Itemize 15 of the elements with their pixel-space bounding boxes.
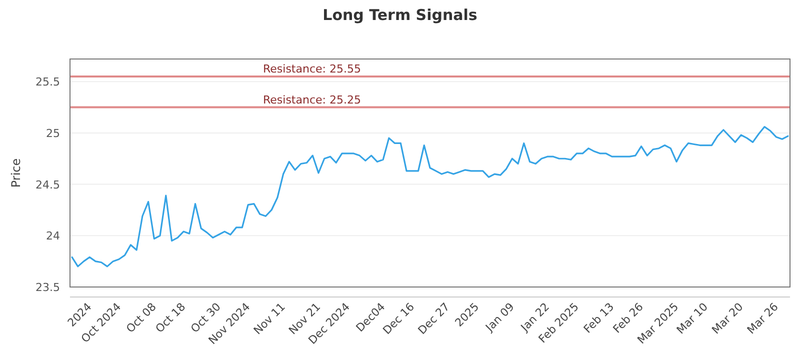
- ref-line-label: Resistance: 25.25: [263, 93, 361, 106]
- y-tick-label: 24.5: [36, 178, 60, 192]
- x-tick-label: Mar 26: [744, 300, 781, 337]
- x-tick-label: Jan 09: [482, 300, 517, 335]
- y-axis-title: Price: [9, 158, 23, 188]
- y-tick-label: 23.5: [36, 281, 60, 294]
- line-series: [71, 126, 789, 268]
- y-tick-label: 25: [46, 126, 60, 140]
- x-tick-label: Nov 11: [251, 300, 288, 338]
- ref-line-label: Resistance: 25.55: [263, 62, 361, 76]
- x-tick-label: Dec 27: [416, 300, 452, 338]
- chart-title: Long Term Signals: [322, 6, 478, 24]
- y-tick-label: 25.5: [36, 76, 60, 89]
- x-tick-label: Mar 20: [709, 300, 746, 337]
- y-tick-label: 24: [46, 230, 60, 243]
